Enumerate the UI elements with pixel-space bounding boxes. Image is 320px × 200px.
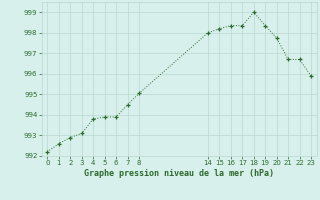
X-axis label: Graphe pression niveau de la mer (hPa): Graphe pression niveau de la mer (hPa)	[84, 169, 274, 178]
